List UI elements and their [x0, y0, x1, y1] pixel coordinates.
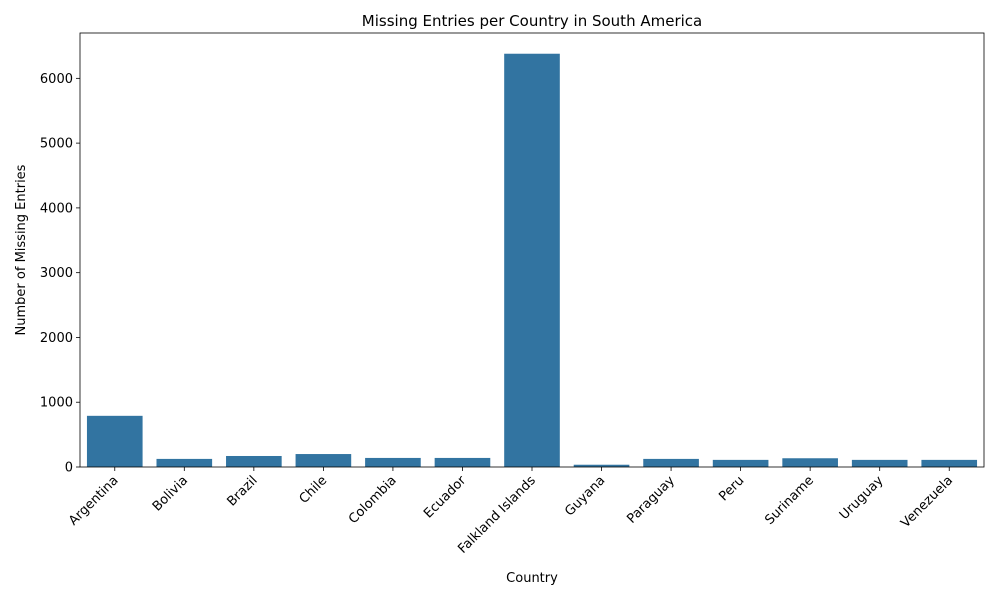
y-tick-label: 3000 [40, 266, 73, 281]
x-tick-label: Argentina [66, 473, 121, 528]
x-tick-label: Brazil [224, 473, 260, 509]
bar-argentina [86, 415, 143, 467]
y-tick-label: 2000 [40, 331, 73, 346]
bar-brazil [226, 455, 282, 467]
bar-suriname [782, 458, 838, 467]
x-tick-label: Paraguay [624, 473, 678, 527]
x-tick-label: Venezuela [898, 473, 956, 531]
y-tick-label: 4000 [40, 201, 73, 216]
bar-colombia [365, 457, 421, 467]
bar-bolivia [156, 458, 213, 467]
x-tick-label: Ecuador [421, 473, 470, 522]
x-tick-label: Chile [297, 473, 331, 507]
x-tick-label: Guyana [562, 473, 608, 519]
y-axis-title: Number of Missing Entries [14, 164, 29, 335]
bar-peru [712, 459, 769, 467]
bars-group [86, 53, 978, 467]
y-tick-label: 1000 [40, 396, 73, 411]
x-tick-label: Suriname [762, 473, 817, 528]
chart-title: Missing Entries per Country in South Ame… [362, 12, 702, 30]
y-tick-label: 5000 [40, 137, 73, 152]
plot-frame [79, 32, 985, 468]
bar-paraguay [643, 458, 699, 467]
bar-guyana [573, 464, 630, 467]
bar-ecuador [434, 457, 491, 467]
y-tick-label: 0 [65, 461, 73, 476]
x-axis-title: Country [506, 571, 558, 586]
x-axis: Argentina Bolivia Brazil Chile Colombia Ecuad… [66, 467, 956, 557]
bar-falkland-islands [504, 53, 560, 467]
x-tick-label: Colombia [346, 473, 400, 527]
y-axis: 0 1000 2000 3000 4000 5000 6000 [40, 72, 80, 476]
x-tick-label: Falkland Islands [455, 473, 539, 557]
x-tick-label: Peru [716, 473, 747, 504]
bar-uruguay [851, 459, 908, 467]
x-tick-label: Bolivia [150, 473, 191, 514]
y-tick-label: 6000 [40, 72, 73, 87]
bar-venezuela [921, 459, 978, 467]
bar-chile [295, 454, 352, 467]
x-tick-label: Uruguay [837, 473, 887, 523]
